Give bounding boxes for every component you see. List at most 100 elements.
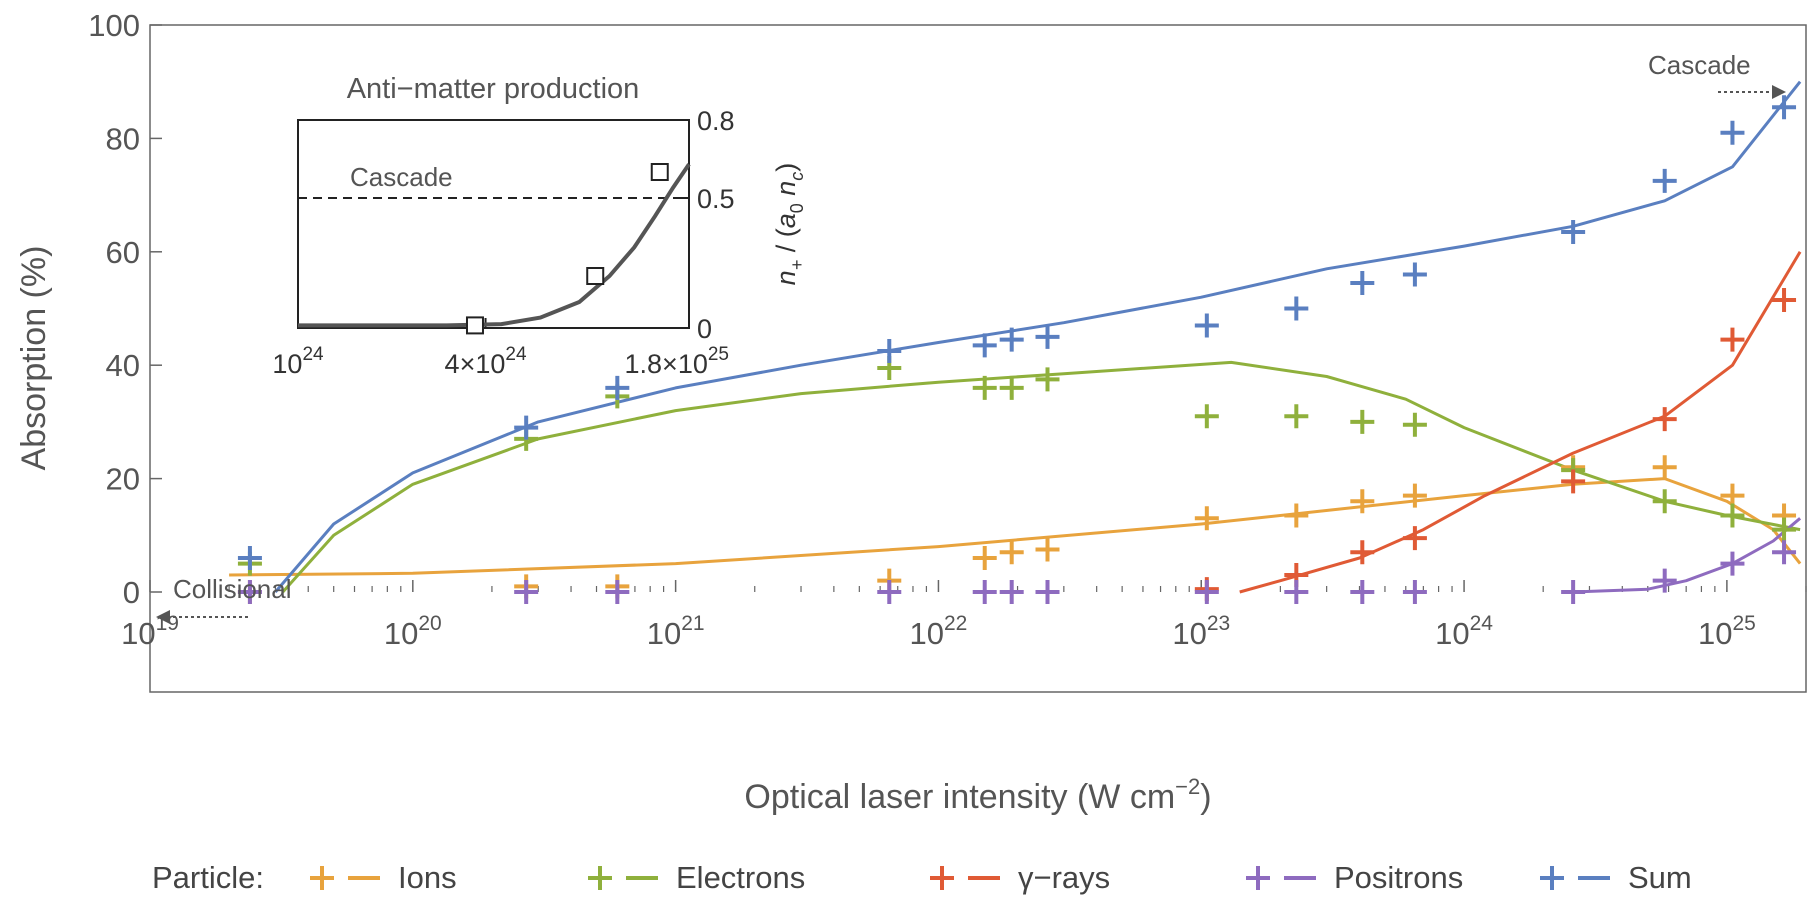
legend-rays-label: γ−rays <box>1018 860 1110 895</box>
y-tick-label: 100 <box>88 8 140 43</box>
x-axis-label-end: ) <box>1200 778 1211 816</box>
data-points <box>237 95 1797 604</box>
inset-point <box>586 267 605 285</box>
inset-y-ticks: 0 0.5 0.8 <box>679 106 735 344</box>
positrons-point <box>1194 580 1219 604</box>
cascade-label: Cascade <box>1648 50 1751 80</box>
x-tick-base: 10 <box>1172 616 1206 651</box>
electrons-point <box>1402 412 1427 437</box>
positrons-point <box>972 580 997 604</box>
ions-point <box>1194 506 1219 531</box>
positrons-point <box>1772 540 1797 565</box>
legend-ions-label: Ions <box>398 860 457 895</box>
positrons-point <box>1284 580 1309 604</box>
inset-x-tick-exp: 24 <box>302 344 324 365</box>
positrons-point <box>999 580 1024 604</box>
positrons-curve <box>1573 517 1802 594</box>
electrons-point <box>1652 489 1677 514</box>
x-tick-exp: 22 <box>944 612 967 635</box>
rays-point <box>1402 526 1427 551</box>
inset-frame <box>297 119 690 329</box>
legend-rays-marker <box>930 866 954 890</box>
electrons-point <box>1772 517 1797 542</box>
positrons-point <box>237 580 262 604</box>
legend-sum-label: Sum <box>1628 860 1692 895</box>
inset-y-slash: / ( <box>771 228 801 260</box>
y-tick-label: 80 <box>106 121 140 156</box>
legend-title: Particle: <box>152 860 264 895</box>
positrons-point <box>1035 580 1060 604</box>
positrons-point <box>1402 580 1427 604</box>
inset-y-c: c <box>787 172 807 181</box>
y-tick-label: 60 <box>106 235 140 270</box>
inset-y-close: ) <box>771 163 801 172</box>
x-tick-base: 10 <box>121 616 155 651</box>
sum-point <box>237 545 262 570</box>
inset-cascade-label: Cascade <box>350 162 453 192</box>
ions-point <box>999 540 1024 565</box>
x-tick-base: 10 <box>647 616 681 651</box>
inset-x-tick-label: 1.8×1025 <box>625 344 729 379</box>
inset-y-n2: n <box>771 181 801 196</box>
x-axis-label: Optical laser intensity (W cm−2) <box>744 774 1211 816</box>
collisional-label: Collisional <box>173 574 292 604</box>
ions-point <box>1652 455 1677 480</box>
inset-y-tick-label: 0.8 <box>697 106 735 136</box>
legend-ions-marker <box>310 866 334 890</box>
y-axis-ticks: 0 20 40 60 80 100 <box>88 8 162 610</box>
inset-x-tick-label: 1024 <box>272 344 324 379</box>
inset-y-plus: + <box>787 260 807 271</box>
ions-curve <box>229 477 1802 577</box>
legend-sum-marker <box>1540 866 1564 890</box>
sum-point <box>1652 168 1677 193</box>
sum-curve <box>274 80 1802 593</box>
sum-point <box>1720 120 1745 145</box>
electrons-point <box>1194 404 1219 429</box>
inset-y-n: n <box>771 270 801 285</box>
electrons-point <box>972 375 997 400</box>
rays-point <box>1720 327 1745 352</box>
sum-point <box>1035 324 1060 349</box>
sum-point <box>514 415 539 440</box>
sum-point <box>605 375 630 400</box>
x-axis-label-text: Optical laser intensity (W cm <box>744 778 1175 816</box>
inset-points <box>465 163 669 335</box>
x-tick-exp: 21 <box>681 612 704 635</box>
ions-point <box>972 545 997 570</box>
rays-point <box>1772 287 1797 312</box>
electrons-point <box>1284 404 1309 429</box>
x-tick-label: 1021 <box>647 612 705 651</box>
sum-point <box>1561 219 1586 244</box>
sum-point <box>1402 262 1427 287</box>
electrons-point <box>1350 409 1375 434</box>
electrons-point <box>999 375 1024 400</box>
positrons-point <box>1720 551 1745 576</box>
x-tick-label: 1019 <box>121 612 179 651</box>
ions-point <box>1284 503 1309 528</box>
inset-x-tick-base: 1.8×10 <box>625 349 708 379</box>
x-axis-label-exp: −2 <box>1175 774 1200 799</box>
inset-y-space <box>771 196 801 204</box>
y-tick-label: 40 <box>106 348 140 383</box>
inset-title: Anti−matter production <box>347 73 640 105</box>
x-tick-exp: 23 <box>1207 612 1230 635</box>
ions-point <box>1035 537 1060 562</box>
x-tick-exp: 24 <box>1470 612 1494 635</box>
sum-point <box>972 333 997 358</box>
legend: Particle: Ions Electrons γ−rays Positrons Su… <box>152 860 1692 895</box>
sum-point <box>877 339 902 364</box>
x-tick-base: 10 <box>910 616 944 651</box>
x-tick-exp: 25 <box>1732 612 1755 635</box>
y-tick-label: 20 <box>106 462 140 497</box>
legend-electrons-marker <box>588 866 612 890</box>
x-axis-ticks: 1019 1020 1021 1022 1023 1024 1025 <box>121 580 1807 651</box>
collisional-arrow-head <box>156 610 170 624</box>
inset-x-ticks: 1024 4×1024 1.8×1025 <box>272 318 729 379</box>
y-axis-label: Absorption (%) <box>15 246 53 471</box>
inset-y-tick-label: 0.5 <box>697 184 735 214</box>
sum-point <box>1350 270 1375 295</box>
x-tick-label: 1025 <box>1698 612 1756 651</box>
x-tick-label: 1024 <box>1435 612 1493 651</box>
sum-point <box>999 327 1024 352</box>
